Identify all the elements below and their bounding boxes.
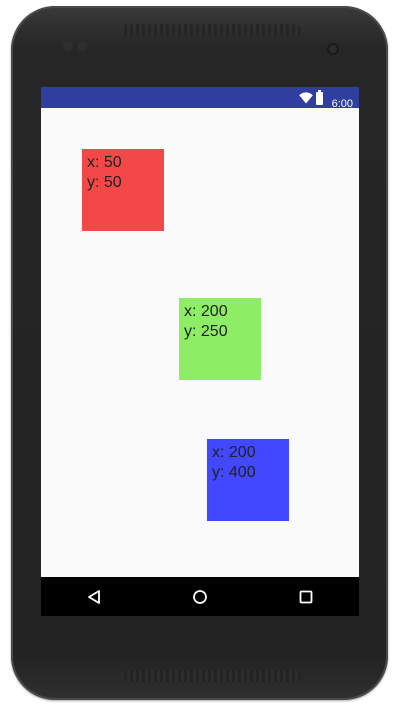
proximity-sensor [63,41,89,53]
recents-icon [299,590,313,603]
navigation-bar [41,577,359,616]
box-red-x-label: x: 50 [87,154,122,171]
box-green-y-label: y: 250 [184,323,228,340]
bottom-speaker [121,670,301,682]
status-clock: 6:00 [331,98,353,110]
box-blue-x-label: x: 200 [212,444,256,461]
box-green[interactable]: x: 200 y: 250 [179,298,261,380]
box-blue-y-label: y: 400 [212,464,256,481]
box-green-x-label: x: 200 [184,303,228,320]
box-blue[interactable]: x: 200 y: 400 [207,439,289,521]
status-icons: 6:00 [298,89,353,110]
back-button[interactable] [74,582,114,612]
app-content: x: 50 y: 50 x: 200 y: 250 x: 200 y: 400 [41,108,359,577]
back-icon [88,589,100,604]
box-red[interactable]: x: 50 y: 50 [82,149,164,231]
wifi-icon [298,92,313,104]
device-screen: 6:00 x: 50 y: 50 x: 200 y: 250 x: 200 y:… [41,87,359,616]
top-speaker [121,24,301,36]
box-red-y-label: y: 50 [87,174,122,191]
front-camera [327,43,339,55]
battery-icon [315,89,323,105]
status-bar: 6:00 [41,87,359,110]
home-icon [193,589,207,604]
recents-button[interactable] [286,582,326,612]
home-button[interactable] [180,582,220,612]
